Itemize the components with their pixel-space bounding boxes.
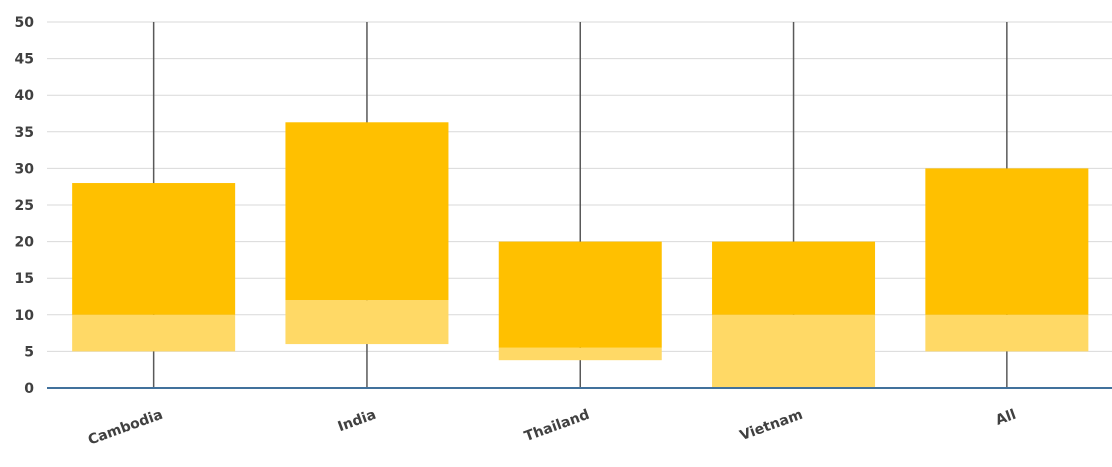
box-upper-cambodia — [72, 183, 236, 315]
x-category-label: Cambodia — [86, 407, 165, 449]
x-category-label: India — [336, 407, 379, 436]
y-axis-ticks: 0 5 10 15 20 25 30 35 40 45 50 — [15, 15, 35, 397]
y-tick-label: 15 — [15, 271, 34, 287]
y-tick-label: 0 — [24, 381, 34, 397]
box-lower-india — [285, 300, 449, 345]
box-lower-cambodia — [72, 314, 236, 352]
x-axis-labels: Cambodia India Thailand Vietnam All — [86, 407, 1018, 449]
box-upper-thailand — [498, 241, 662, 348]
x-category-label: Thailand — [522, 407, 591, 445]
x-category-label: All — [994, 407, 1019, 429]
box-lower-vietnam — [712, 314, 876, 388]
y-tick-label: 30 — [15, 161, 35, 177]
boxes — [72, 122, 1089, 388]
y-tick-label: 20 — [15, 235, 35, 251]
y-tick-label: 40 — [15, 88, 35, 104]
y-tick-label: 50 — [15, 15, 35, 31]
x-category-label: Vietnam — [738, 407, 805, 444]
y-tick-label: 25 — [15, 198, 34, 214]
box-upper-india — [285, 122, 449, 301]
y-tick-label: 45 — [15, 52, 34, 68]
box-lower-all — [925, 314, 1089, 352]
y-tick-label: 5 — [24, 344, 34, 360]
box-upper-vietnam — [712, 241, 876, 315]
y-tick-label: 10 — [15, 308, 35, 324]
box-upper-all — [925, 168, 1089, 315]
box-lower-thailand — [498, 347, 662, 361]
y-tick-label: 35 — [15, 125, 34, 141]
